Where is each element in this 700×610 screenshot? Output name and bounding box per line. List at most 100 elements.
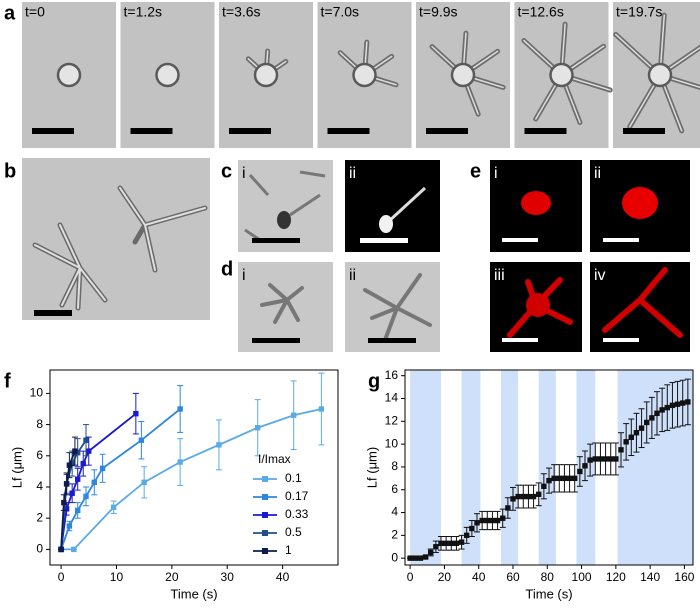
sub-label: iv (594, 267, 606, 284)
x-tick-label: 20 (438, 570, 452, 584)
legend-marker (262, 476, 268, 482)
data-point (669, 402, 676, 409)
panel-label: f (4, 370, 11, 392)
data-point (541, 483, 547, 490)
x-tick-label: 60 (506, 570, 520, 584)
data-point (515, 493, 521, 500)
data-point (110, 504, 117, 510)
x-tick-label: 0 (407, 570, 414, 584)
sub-label: ii (349, 165, 356, 182)
data-point (623, 439, 629, 445)
legend-title: I/Imax (258, 452, 291, 466)
data-point (582, 463, 588, 469)
x-tick-label: 40 (276, 570, 290, 584)
frame-label: t=1.2s (124, 4, 163, 20)
data-point (453, 540, 460, 547)
data-point (628, 434, 634, 440)
series-line (61, 408, 322, 551)
data-point (633, 430, 640, 436)
cell (647, 62, 673, 88)
data-point (530, 493, 537, 500)
data-point (561, 475, 568, 482)
y-tick-label: 14 (385, 391, 399, 405)
data-point (474, 520, 480, 526)
y-axis-title: Lf (μm) (364, 447, 379, 488)
shaded-region (501, 370, 519, 565)
legend-label: 0.33 (285, 507, 309, 521)
data-point (71, 546, 77, 553)
x-tick-label: 20 (165, 570, 179, 584)
data-point (141, 479, 147, 486)
data-point (500, 515, 506, 521)
cell (450, 62, 476, 88)
frame-label: t=3.6s (222, 4, 261, 20)
data-point (458, 539, 465, 545)
legend-marker (262, 512, 268, 518)
data-point (133, 410, 139, 417)
data-point (479, 517, 485, 524)
data-point (577, 468, 583, 475)
data-point (74, 449, 81, 456)
frame-label: t=0 (25, 4, 45, 20)
data-point (428, 549, 434, 556)
y-tick-label: 0 (36, 542, 43, 556)
shaded-region (538, 370, 556, 565)
x-tick-label: 160 (674, 570, 694, 584)
data-point (443, 540, 449, 547)
data-point (505, 505, 511, 511)
data-point (138, 437, 145, 443)
x-axis-title: Time (s) (170, 586, 217, 601)
data-point (674, 401, 681, 407)
data-point (412, 555, 418, 561)
plot-frame (404, 369, 694, 566)
data-point (613, 456, 619, 462)
x-tick-label: 100 (572, 570, 592, 584)
data-point (649, 415, 655, 421)
data-point (659, 407, 665, 413)
data-point (551, 475, 557, 482)
cell (549, 62, 574, 88)
panel-label: a (4, 2, 16, 24)
x-tick-label: 40 (472, 570, 486, 584)
scale-bar (327, 128, 370, 134)
data-point (216, 442, 222, 448)
scale-bar (32, 128, 74, 134)
legend-label: 0.1 (285, 471, 302, 485)
data-point (489, 517, 496, 524)
data-point (61, 499, 67, 506)
data-point (572, 475, 578, 482)
data-point (608, 456, 614, 462)
y-tick-label: 8 (391, 459, 398, 473)
y-tick-label: 0 (391, 550, 398, 564)
data-point (318, 406, 325, 412)
x-tick-label: 80 (541, 570, 555, 584)
y-tick-label: 4 (391, 505, 398, 519)
data-point (664, 404, 670, 411)
frame-label: t=12.6s (518, 4, 564, 20)
plot-frame (49, 369, 339, 566)
panel-c-images (238, 160, 440, 252)
data-point (69, 460, 75, 467)
panel-label: e (470, 160, 481, 182)
data-point (177, 406, 183, 412)
data-point (417, 555, 424, 561)
data-point (66, 523, 73, 529)
sub-label: ii (594, 165, 601, 182)
y-axis-title: Lf (μm) (9, 447, 24, 488)
data-point (464, 532, 470, 539)
scale-bar (524, 128, 567, 134)
scale-bar (623, 128, 665, 134)
data-point (556, 475, 562, 482)
sub-label: iii (494, 267, 505, 284)
data-point (63, 506, 70, 512)
legend-marker (262, 530, 268, 536)
data-point (422, 554, 429, 560)
y-tick-label: 10 (30, 386, 44, 400)
data-point (66, 462, 73, 468)
sub-label: i (494, 165, 498, 182)
panel-d-images (238, 262, 440, 352)
frame-label: t=9.9s (419, 4, 458, 20)
data-point (69, 490, 75, 496)
legend-label: 0.5 (285, 525, 302, 539)
frame-label: t=7.0s (321, 4, 360, 20)
